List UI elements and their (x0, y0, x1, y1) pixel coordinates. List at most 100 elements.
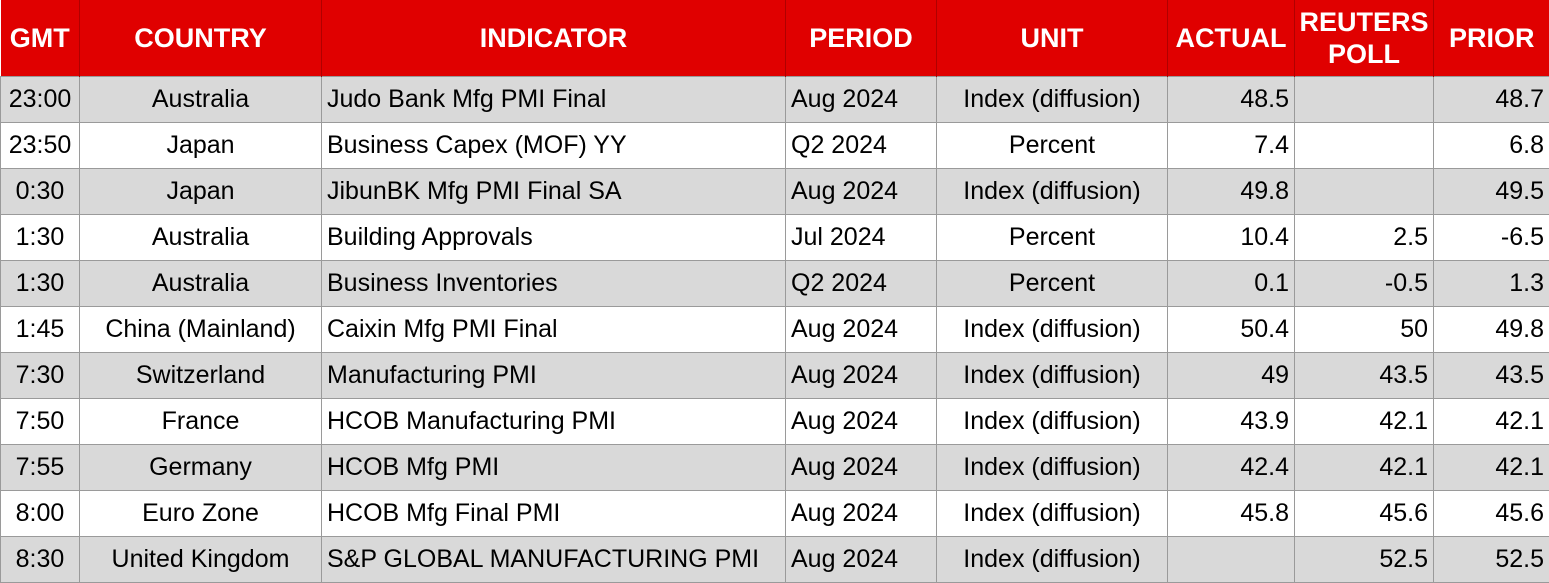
cell-reuters-poll (1294, 75, 1434, 123)
cell-country: Euro Zone (79, 489, 322, 537)
cell-country: China (Mainland) (79, 305, 322, 353)
table-row: 1:45 China (Mainland) Caixin Mfg PMI Final… (0, 305, 1549, 353)
cell-period: Jul 2024 (785, 213, 937, 261)
table-body: 23:00 Australia Judo Bank Mfg PMI Final Aug… (0, 75, 1549, 583)
table-row: 8:30 United Kingdom S&P GLOBAL MANUFACTURI… (0, 535, 1549, 583)
cell-country: United Kingdom (79, 535, 322, 583)
cell-actual: 0.1 (1167, 259, 1295, 307)
cell-indicator: S&P GLOBAL MANUFACTURING PMI (321, 535, 786, 583)
cell-gmt: 7:30 (0, 351, 80, 399)
table-row: 7:55 Germany HCOB Mfg PMI Aug 2024 Index (di… (0, 443, 1549, 491)
cell-period: Aug 2024 (785, 443, 937, 491)
cell-indicator: HCOB Mfg PMI (321, 443, 786, 491)
table-row: 23:00 Australia Judo Bank Mfg PMI Final Aug… (0, 75, 1549, 123)
cell-reuters-poll: 42.1 (1294, 397, 1434, 445)
cell-prior: 48.7 (1433, 75, 1549, 123)
cell-unit: Percent (936, 121, 1168, 169)
cell-unit: Index (diffusion) (936, 305, 1168, 353)
cell-actual: 48.5 (1167, 75, 1295, 123)
cell-period: Q2 2024 (785, 259, 937, 307)
cell-reuters-poll: 52.5 (1294, 535, 1434, 583)
cell-gmt: 0:30 (0, 167, 80, 215)
table-row: 7:30 Switzerland Manufacturing PMI Aug 2024… (0, 351, 1549, 399)
cell-prior: 52.5 (1433, 535, 1549, 583)
cell-period: Aug 2024 (785, 75, 937, 123)
table-row: 7:50 France HCOB Manufacturing PMI Aug 2024… (0, 397, 1549, 445)
cell-gmt: 7:50 (0, 397, 80, 445)
cell-indicator: Building Approvals (321, 213, 786, 261)
cell-gmt: 1:30 (0, 213, 80, 261)
cell-period: Aug 2024 (785, 397, 937, 445)
cell-period: Aug 2024 (785, 489, 937, 537)
cell-unit: Index (diffusion) (936, 443, 1168, 491)
cell-gmt: 1:30 (0, 259, 80, 307)
cell-prior: 6.8 (1433, 121, 1549, 169)
cell-gmt: 8:30 (0, 535, 80, 583)
cell-actual (1167, 535, 1295, 583)
cell-country: Australia (79, 75, 322, 123)
cell-country: Switzerland (79, 351, 322, 399)
table-row: 23:50 Japan Business Capex (MOF) YY Q2 2024… (0, 121, 1549, 169)
cell-reuters-poll: 43.5 (1294, 351, 1434, 399)
cell-reuters-poll: 2.5 (1294, 213, 1434, 261)
header-unit: UNIT (936, 0, 1168, 76)
cell-period: Aug 2024 (785, 305, 937, 353)
cell-actual: 43.9 (1167, 397, 1295, 445)
header-reuters-poll: REUTERS POLL (1294, 0, 1434, 76)
cell-unit: Percent (936, 213, 1168, 261)
cell-gmt: 23:50 (0, 121, 80, 169)
cell-unit: Index (diffusion) (936, 75, 1168, 123)
cell-unit: Index (diffusion) (936, 489, 1168, 537)
table-row: 1:30 Australia Building Approvals Jul 2024 P… (0, 213, 1549, 261)
header-row: GMT COUNTRY INDICATOR PERIOD UNIT ACTUAL… (0, 0, 1549, 76)
cell-gmt: 8:00 (0, 489, 80, 537)
cell-period: Aug 2024 (785, 535, 937, 583)
cell-gmt: 23:00 (0, 75, 80, 123)
cell-reuters-poll: 42.1 (1294, 443, 1434, 491)
cell-actual: 50.4 (1167, 305, 1295, 353)
cell-period: Q2 2024 (785, 121, 937, 169)
cell-actual: 7.4 (1167, 121, 1295, 169)
cell-prior: 49.8 (1433, 305, 1549, 353)
cell-actual: 45.8 (1167, 489, 1295, 537)
cell-prior: 1.3 (1433, 259, 1549, 307)
cell-prior: 49.5 (1433, 167, 1549, 215)
cell-reuters-poll (1294, 167, 1434, 215)
cell-country: Japan (79, 121, 322, 169)
cell-prior: 43.5 (1433, 351, 1549, 399)
cell-indicator: Caixin Mfg PMI Final (321, 305, 786, 353)
table-row: 8:00 Euro Zone HCOB Mfg Final PMI Aug 2024 I… (0, 489, 1549, 537)
cell-unit: Index (diffusion) (936, 167, 1168, 215)
cell-actual: 49.8 (1167, 167, 1295, 215)
cell-actual: 49 (1167, 351, 1295, 399)
cell-period: Aug 2024 (785, 167, 937, 215)
cell-period: Aug 2024 (785, 351, 937, 399)
cell-unit: Percent (936, 259, 1168, 307)
cell-indicator: Business Inventories (321, 259, 786, 307)
header-country: COUNTRY (79, 0, 322, 76)
header-indicator: INDICATOR (321, 0, 786, 76)
cell-unit: Index (diffusion) (936, 351, 1168, 399)
cell-reuters-poll: 50 (1294, 305, 1434, 353)
header-prior: PRIOR (1433, 0, 1549, 76)
cell-country: Australia (79, 213, 322, 261)
cell-indicator: JibunBK Mfg PMI Final SA (321, 167, 786, 215)
cell-indicator: Business Capex (MOF) YY (321, 121, 786, 169)
cell-country: Germany (79, 443, 322, 491)
cell-reuters-poll: 45.6 (1294, 489, 1434, 537)
cell-actual: 42.4 (1167, 443, 1295, 491)
cell-indicator: Judo Bank Mfg PMI Final (321, 75, 786, 123)
cell-prior: 45.6 (1433, 489, 1549, 537)
cell-country: Japan (79, 167, 322, 215)
cell-prior: -6.5 (1433, 213, 1549, 261)
cell-prior: 42.1 (1433, 443, 1549, 491)
cell-country: Australia (79, 259, 322, 307)
header-actual: ACTUAL (1167, 0, 1295, 76)
cell-indicator: HCOB Mfg Final PMI (321, 489, 786, 537)
cell-reuters-poll: -0.5 (1294, 259, 1434, 307)
cell-unit: Index (diffusion) (936, 397, 1168, 445)
cell-reuters-poll (1294, 121, 1434, 169)
cell-gmt: 7:55 (0, 443, 80, 491)
cell-country: France (79, 397, 322, 445)
